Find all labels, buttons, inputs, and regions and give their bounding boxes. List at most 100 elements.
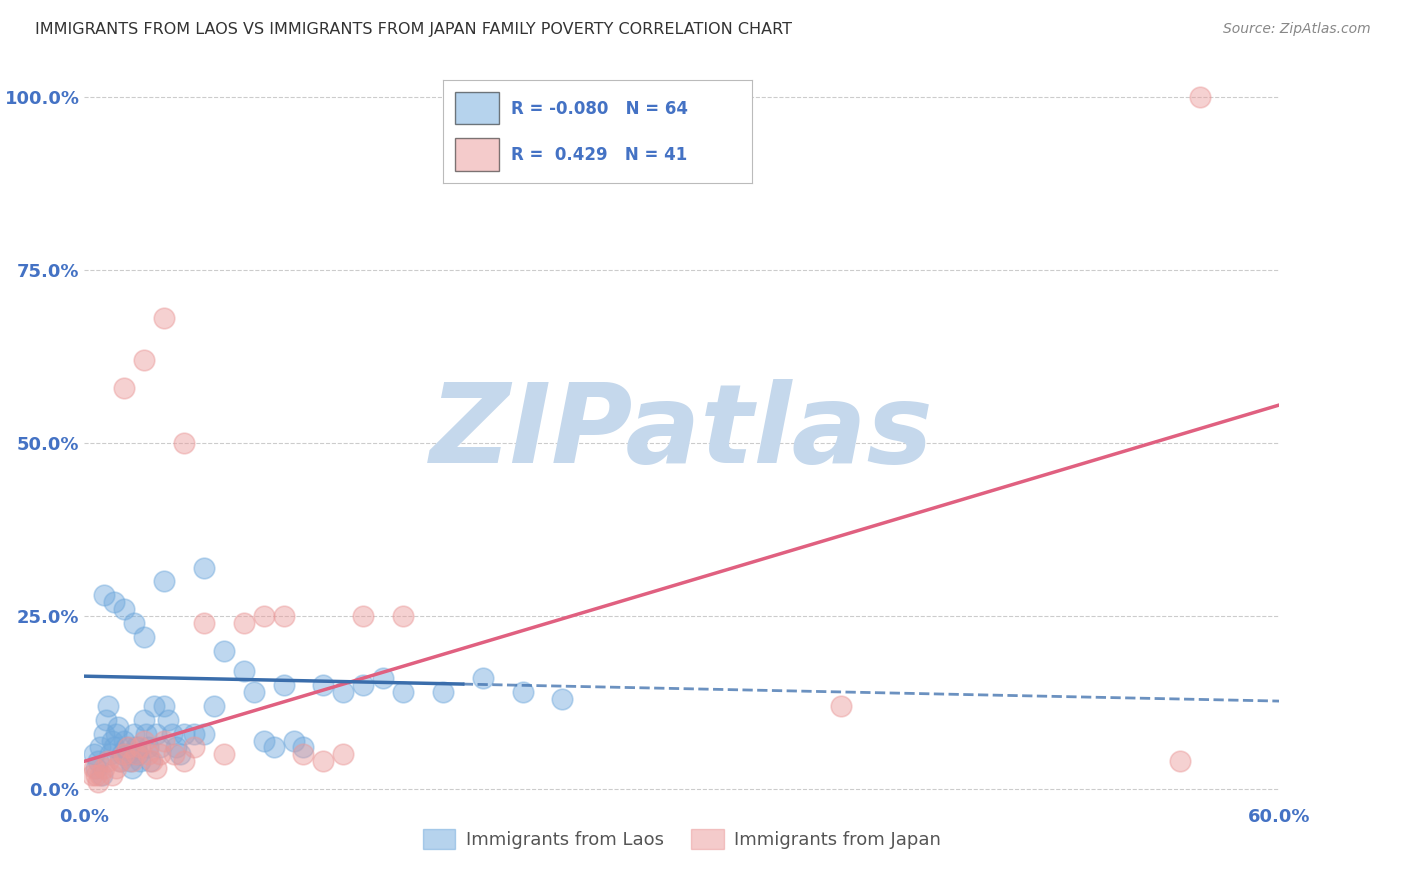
Point	[132, 713, 156, 727]
Text: Source: ZipAtlas.com: Source: ZipAtlas.com	[1223, 22, 1371, 37]
Point	[97, 698, 120, 713]
Text: IMMIGRANTS FROM LAOS VS IMMIGRANTS FROM JAPAN FAMILY POVERTY CORRELATION CHART: IMMIGRANTS FROM LAOS VS IMMIGRANTS FROM …	[35, 22, 792, 37]
Point	[145, 761, 167, 775]
Point	[253, 609, 276, 624]
Point	[83, 747, 105, 762]
Point	[143, 698, 166, 713]
Point	[136, 747, 159, 762]
Point	[122, 615, 145, 630]
Point	[132, 630, 156, 644]
Point	[112, 747, 135, 762]
Point	[115, 740, 138, 755]
Point	[141, 754, 163, 768]
Point	[132, 733, 156, 747]
Point	[121, 754, 143, 768]
Point	[332, 747, 354, 762]
Point	[89, 740, 111, 755]
Point	[97, 754, 120, 768]
Point	[153, 698, 176, 713]
Point	[121, 761, 143, 775]
Point	[273, 609, 295, 624]
FancyBboxPatch shape	[456, 137, 499, 170]
Point	[129, 740, 152, 755]
Point	[83, 761, 105, 775]
Text: R =  0.429   N = 41: R = 0.429 N = 41	[510, 146, 688, 164]
Point	[173, 726, 195, 740]
Point	[87, 754, 110, 768]
FancyBboxPatch shape	[456, 92, 499, 124]
Point	[125, 747, 148, 762]
Point	[117, 740, 139, 755]
Point	[129, 754, 152, 768]
Point	[283, 733, 305, 747]
Point	[163, 747, 186, 762]
Point	[242, 685, 264, 699]
Point	[89, 768, 111, 782]
Point	[1188, 90, 1211, 104]
Point	[292, 740, 315, 755]
Legend: Immigrants from Laos, Immigrants from Japan: Immigrants from Laos, Immigrants from Ja…	[415, 822, 949, 856]
Point	[112, 381, 135, 395]
Point	[312, 754, 335, 768]
Point	[160, 726, 183, 740]
Point	[263, 740, 285, 755]
Point	[471, 671, 494, 685]
Point	[551, 692, 574, 706]
Point	[312, 678, 335, 692]
Point	[432, 685, 454, 699]
Point	[111, 747, 134, 762]
Point	[149, 740, 172, 755]
Point	[110, 754, 132, 768]
Point	[830, 698, 852, 713]
Point	[153, 733, 176, 747]
Point	[112, 602, 135, 616]
Point	[139, 754, 162, 768]
Point	[91, 768, 114, 782]
Point	[125, 740, 148, 755]
Point	[212, 747, 235, 762]
Text: R = -0.080   N = 64: R = -0.080 N = 64	[510, 100, 688, 118]
Point	[136, 740, 159, 755]
Point	[392, 609, 415, 624]
Point	[352, 609, 374, 624]
Point	[86, 768, 108, 782]
Point	[96, 713, 118, 727]
Point	[127, 747, 149, 762]
Point	[352, 678, 374, 692]
Point	[157, 713, 180, 727]
Point	[169, 747, 191, 762]
Point	[82, 768, 104, 782]
Point	[1168, 754, 1191, 768]
Point	[183, 726, 205, 740]
Point	[149, 747, 172, 762]
Point	[135, 726, 157, 740]
Point	[232, 665, 254, 679]
Point	[93, 588, 115, 602]
Point	[105, 761, 128, 775]
Point	[173, 436, 195, 450]
Point	[122, 726, 145, 740]
Point	[332, 685, 354, 699]
Point	[173, 754, 195, 768]
Point	[153, 311, 176, 326]
Point	[253, 733, 276, 747]
Point	[512, 685, 534, 699]
Point	[117, 747, 139, 762]
Point	[165, 740, 187, 755]
Point	[86, 761, 108, 775]
Point	[103, 595, 125, 609]
Point	[101, 768, 124, 782]
Point	[193, 615, 215, 630]
Point	[273, 678, 295, 692]
Point	[87, 775, 110, 789]
Point	[101, 733, 124, 747]
Point	[373, 671, 395, 685]
Point	[153, 574, 176, 589]
Point	[103, 740, 125, 755]
Point	[392, 685, 415, 699]
Point	[110, 754, 132, 768]
Point	[183, 740, 205, 755]
Text: ZIPatlas: ZIPatlas	[430, 379, 934, 486]
Point	[98, 747, 121, 762]
Point	[93, 761, 115, 775]
